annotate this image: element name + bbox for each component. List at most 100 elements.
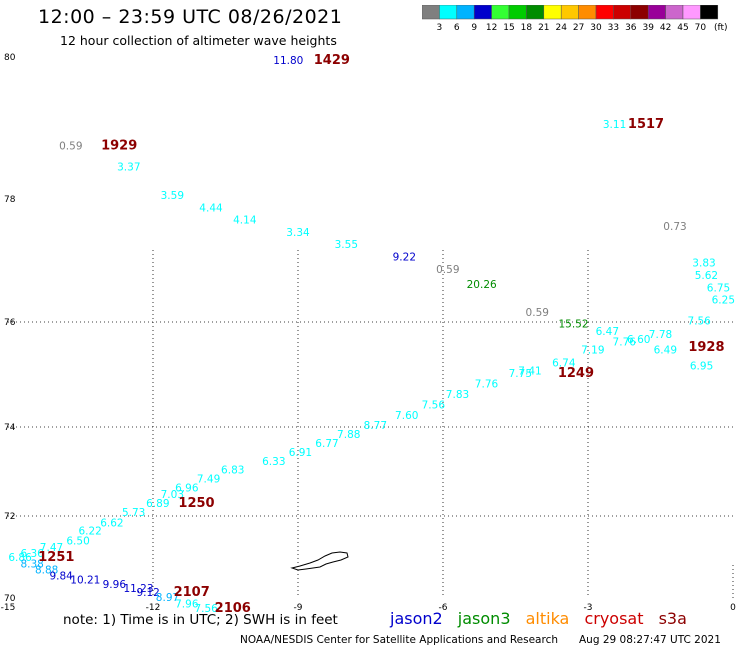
colorbar-swatch bbox=[543, 5, 562, 20]
colorbar-label: 36 bbox=[625, 23, 637, 33]
lat-lon-grid bbox=[8, 250, 734, 598]
map-subtitle: 12 hour collection of altimeter wave hei… bbox=[60, 33, 337, 48]
colorbar-label: 70 bbox=[695, 23, 707, 33]
legend-jason2: jason2 bbox=[390, 609, 443, 628]
wave-height-value: 6.74 bbox=[552, 358, 576, 370]
pass-time-label: 1429 bbox=[314, 53, 350, 68]
wave-height-value: 0.59 bbox=[436, 264, 459, 276]
wave-height-value: 7.47 bbox=[40, 542, 63, 554]
wave-height-value: 3.83 bbox=[692, 258, 715, 270]
wave-height-value: 3.59 bbox=[161, 190, 184, 202]
wave-height-value: 7.88 bbox=[337, 429, 360, 441]
wave-height-value: 11.23 bbox=[123, 583, 153, 595]
wave-height-value: 8.77 bbox=[364, 420, 387, 432]
colorbar-swatch bbox=[630, 5, 649, 20]
wave-height-value: 6.47 bbox=[596, 326, 619, 338]
colorbar-unit: (ft) bbox=[714, 23, 728, 33]
wave-height-value: 9.96 bbox=[103, 579, 127, 591]
colorbar-swatch bbox=[682, 5, 701, 20]
wave-height-value: 6.36 bbox=[20, 548, 44, 560]
colorbar-swatch bbox=[508, 5, 527, 20]
colorbar-label: 27 bbox=[573, 23, 584, 33]
wave-height-value: 3.55 bbox=[335, 239, 358, 251]
colorbar-swatch bbox=[526, 5, 545, 20]
wave-height-value: 6.86 bbox=[8, 552, 32, 564]
wave-height-value: 11.80 bbox=[273, 55, 303, 67]
wave-height-value: 6.83 bbox=[221, 465, 244, 477]
units-note: note: 1) Time is in UTC; 2) SWH is in fe… bbox=[63, 612, 338, 628]
lat-tick-label: 76 bbox=[4, 318, 16, 328]
lat-tick-label: 78 bbox=[4, 195, 16, 205]
wave-height-value: 7.60 bbox=[395, 410, 418, 422]
legend-cryosat: cryosat bbox=[584, 609, 644, 628]
wave-height-value: 6.60 bbox=[627, 334, 650, 346]
wave-height-value: 6.25 bbox=[712, 295, 735, 307]
wave-height-value: 7.76 bbox=[613, 337, 637, 349]
lat-tick-label: 74 bbox=[4, 423, 16, 433]
lat-tick-label: 80 bbox=[4, 53, 16, 63]
wave-height-value: 5.73 bbox=[122, 507, 145, 519]
wave-height-value: 9.84 bbox=[49, 571, 73, 583]
colorbar-swatch bbox=[456, 5, 475, 20]
wave-height-value: 7.96 bbox=[175, 599, 199, 611]
colorbar-swatch bbox=[700, 5, 719, 20]
wave-height-value: 6.89 bbox=[146, 498, 169, 510]
colorbar-label: 3 bbox=[437, 23, 443, 33]
colorbar-swatch bbox=[473, 5, 492, 20]
wave-height-value: 7.41 bbox=[518, 366, 541, 378]
wave-height-value: 6.95 bbox=[690, 360, 713, 372]
wave-height-value: 6.77 bbox=[315, 438, 338, 450]
wave-height-value: 4.14 bbox=[233, 215, 257, 227]
pass-time-label: 1251 bbox=[38, 550, 74, 565]
colorbar-label: 15 bbox=[503, 23, 514, 33]
colorbar-label: 45 bbox=[677, 23, 688, 33]
pass-time-label: 1250 bbox=[178, 496, 214, 511]
wave-height-value: 0.73 bbox=[663, 221, 686, 233]
colorbar-swatch bbox=[560, 5, 579, 20]
legend-jason3: jason3 bbox=[457, 609, 511, 628]
legend-s3a: s3a bbox=[658, 609, 687, 628]
wave-height-value: 15.52 bbox=[558, 318, 588, 330]
wave-height-value: 5.62 bbox=[695, 270, 718, 282]
colorbar-swatch bbox=[422, 5, 440, 20]
wave-height-values: 11.80 3.11 0.59 3.37 3.59 4.44 4.14 3.34 3.55 9.2… bbox=[8, 55, 735, 615]
colorbar-label: 6 bbox=[454, 23, 460, 33]
colorbar-swatch bbox=[665, 5, 684, 20]
map-title: 12:00 – 23:59 UTC 08/26/2021 bbox=[38, 6, 343, 28]
wave-height-value: 6.96 bbox=[175, 483, 199, 495]
wave-height-value: 7.49 bbox=[197, 474, 220, 486]
lon-tick-label: 0 bbox=[730, 603, 736, 613]
wave-height-value: 9.22 bbox=[393, 252, 416, 264]
colorbar-swatch bbox=[647, 5, 666, 20]
colorbar-label: 9 bbox=[471, 23, 477, 33]
wave-height-value: 8.88 bbox=[35, 564, 58, 576]
lat-tick-label: 70 bbox=[4, 594, 16, 604]
pass-time-label: 1929 bbox=[101, 138, 137, 153]
wave-height-value: 3.37 bbox=[117, 162, 140, 174]
wave-height-value: 7.75 bbox=[509, 368, 532, 380]
wave-height-value: 7.56 bbox=[687, 316, 711, 328]
satellite-legend: jason2 jason3 altika cryosat s3a bbox=[390, 609, 697, 628]
wave-height-value: 7.03 bbox=[161, 489, 184, 501]
wave-height-value: 3.34 bbox=[286, 227, 310, 239]
colorbar-label: 39 bbox=[642, 23, 654, 33]
wave-height-value: 8.97 bbox=[156, 592, 179, 604]
credit-line: NOAA/NESDIS Center for Satellite Applica… bbox=[240, 634, 558, 646]
pass-time-label: 1928 bbox=[688, 340, 724, 355]
wave-height-value: 9.12 bbox=[136, 587, 159, 599]
wave-height-value: 4.44 bbox=[199, 202, 223, 214]
lon-tick-label: -15 bbox=[1, 603, 16, 613]
colorbar-swatch bbox=[613, 5, 632, 20]
wave-height-value: 6.22 bbox=[78, 525, 101, 537]
wave-height-value: 7.56 bbox=[422, 400, 446, 412]
pass-time-label: 1517 bbox=[628, 117, 664, 132]
wave-height-value: 3.11 bbox=[603, 119, 626, 131]
wave-height-value: 7.76 bbox=[475, 379, 499, 391]
wave-height-value: 20.26 bbox=[467, 279, 497, 291]
wave-height-value: 10.21 bbox=[70, 575, 100, 587]
colorbar-label: 24 bbox=[555, 23, 567, 33]
colorbar-label: 18 bbox=[521, 23, 533, 33]
